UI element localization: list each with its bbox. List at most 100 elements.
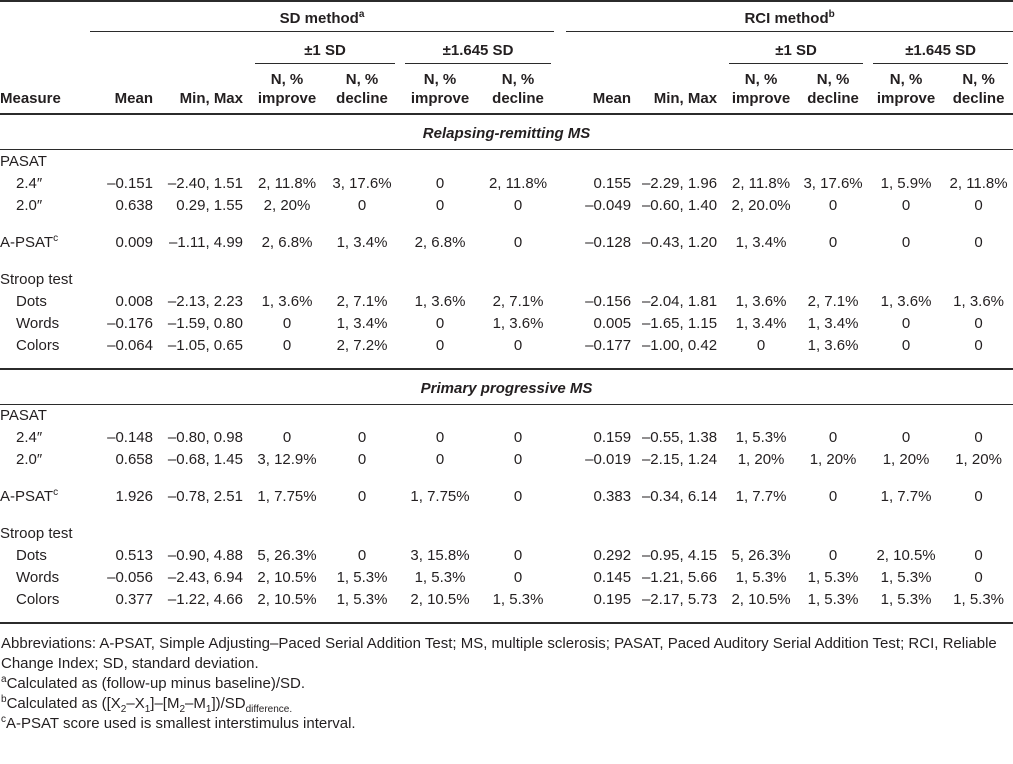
- sd-method-label: SD method: [279, 10, 359, 27]
- measure-label: Stroop test: [0, 270, 73, 288]
- cell-sd-mean: –0.064: [107, 336, 153, 354]
- cell-sd-minmax: –2.43, 6.94: [167, 569, 243, 586]
- measure-label: Words: [16, 314, 60, 332]
- col-header-measure: Measure: [0, 64, 88, 115]
- cell-rci-mean: –0.049: [585, 196, 632, 214]
- cell-rci-1sd-improve: 2, 10.5%: [731, 591, 791, 608]
- cell-rci-1sd-improve: 2, 20.0%: [731, 196, 791, 214]
- column-header-row: Measure Mean Min, Max N, % improve N, % de…: [0, 64, 1013, 115]
- footnote-marker-c: c: [53, 232, 59, 244]
- cell-sd-1sd-decline: 1, 5.3%: [336, 591, 388, 608]
- rci-1645sd-spanner: ±1.645 SD: [868, 32, 1013, 64]
- cell-rci-minmax: –2.15, 1.24: [641, 451, 718, 468]
- sd-1645sd-spanner: ±1.645 SD: [400, 32, 556, 64]
- cell-rci-1645-decline: 0: [974, 488, 983, 505]
- cell-rci-minmax: –0.43, 1.20: [641, 233, 718, 251]
- cell-sd-mean: 0.638: [115, 196, 153, 214]
- data-row: 2.4″ –0.148 –0.80, 0.98 0 0 0 0 0.159 –0.55, 1.3…: [0, 427, 1013, 449]
- footnotes: Abbreviations: A-PSAT, Simple Adjusting–…: [0, 624, 1013, 738]
- cell-rci-mean: 0.292: [593, 547, 632, 564]
- cell-sd-1sd-improve: 5, 26.3%: [257, 547, 317, 564]
- cell-rci-1sd-improve: 1, 5.3%: [735, 429, 787, 446]
- cell-rci-minmax: –2.17, 5.73: [641, 591, 718, 608]
- cell-sd-1645-decline: 0: [513, 547, 523, 564]
- cell-sd-1645-improve: 1, 5.3%: [414, 569, 466, 586]
- cell-sd-1645-improve: 0: [435, 336, 445, 354]
- col-header-mean: Mean: [88, 64, 160, 115]
- cell-rci-1645-decline: 0: [974, 547, 983, 564]
- cell-rci-mean: –0.177: [585, 336, 632, 354]
- cell-sd-1645-decline: 0: [513, 569, 523, 586]
- cell-rci-1sd-decline: 1, 20%: [809, 451, 857, 468]
- table-header: SD methoda RCI methodb ±1 SD ±1.645 SD ±…: [0, 1, 1013, 115]
- cell-rci-1sd-decline: 1, 3.6%: [807, 336, 859, 354]
- cell-rci-minmax: –0.95, 4.15: [641, 547, 718, 564]
- cell-sd-1sd-decline: 0: [357, 547, 367, 564]
- measure-label: 2.0″: [16, 451, 43, 468]
- cell-sd-mean: –0.176: [107, 314, 153, 332]
- section-title-row: Primary progressive MS: [0, 367, 1013, 405]
- cell-sd-1sd-decline: 1, 3.4%: [336, 314, 388, 332]
- cell-rci-1645-decline: 1, 20%: [955, 451, 1002, 468]
- cell-sd-1sd-decline: 1, 3.4%: [336, 233, 388, 251]
- col-header-improve: N, % improve: [400, 64, 480, 115]
- cell-rci-minmax: –1.65, 1.15: [641, 314, 718, 332]
- measure-label: 2.4″: [16, 429, 43, 446]
- cell-rci-minmax: –2.04, 1.81: [641, 292, 718, 310]
- cell-sd-1645-improve: 0: [435, 451, 445, 468]
- cell-sd-1645-decline: 2, 11.8%: [488, 174, 548, 192]
- cell-rci-1645-decline: 0: [974, 196, 983, 214]
- cell-sd-1sd-improve: 2, 11.8%: [257, 174, 317, 192]
- group-header-row: PASAT: [0, 150, 1013, 173]
- cell-sd-1sd-improve: 0: [282, 314, 292, 332]
- cell-rci-1645-improve: 0: [901, 314, 911, 332]
- cell-rci-mean: –0.019: [585, 451, 632, 468]
- measure-label: Colors: [16, 591, 60, 608]
- spacer-row: [0, 508, 1013, 523]
- empty-cell: [88, 523, 1013, 545]
- cell-sd-minmax: –0.90, 4.88: [167, 547, 243, 564]
- col-header-decline: N, % decline: [944, 64, 1013, 115]
- cell-rci-1sd-decline: 0: [828, 233, 838, 251]
- data-row: Colors –0.064 –1.05, 0.65 0 2, 7.2% 0 0 –0.177–…: [0, 334, 1013, 369]
- cell-sd-mean: 0.009: [115, 233, 153, 251]
- cell-rci-1sd-decline: 0: [828, 196, 838, 214]
- empty-cell: [88, 150, 1013, 173]
- footnote-a-text: Calculated as (follow-up minus baseline)…: [6, 675, 306, 692]
- data-row: Dots 0.513 –0.90, 4.88 5, 26.3% 0 3, 15.8% 0 0.…: [0, 545, 1013, 567]
- cell-sd-1645-decline: 0: [513, 233, 523, 251]
- footnote-b-marker: b: [1, 694, 7, 705]
- group-header-row: Stroop test: [0, 268, 1013, 290]
- col-header-mean: Mean: [556, 64, 637, 115]
- cell-sd-1645-improve: 0: [435, 429, 445, 446]
- footnote-c-marker: c: [1, 714, 6, 725]
- footnote-marker-b: b: [828, 9, 835, 20]
- cell-rci-1645-decline: 1, 5.3%: [953, 591, 1005, 608]
- spacer-cell: [0, 508, 1013, 523]
- col-header-decline: N, % decline: [324, 64, 400, 115]
- cell-sd-1sd-improve: 2, 20%: [263, 196, 311, 214]
- col-header-minmax: Min, Max: [636, 64, 725, 115]
- cell-rci-1sd-improve: 5, 26.3%: [731, 547, 791, 564]
- cell-rci-1645-improve: 0: [901, 336, 911, 354]
- data-row: 2.0″ 0.638 0.29, 1.55 2, 20% 0 0 0 –0.049 –0.60,…: [0, 194, 1013, 216]
- cell-rci-mean: 0.383: [593, 488, 632, 505]
- group-header-row: Stroop test: [0, 523, 1013, 545]
- measure-label: Stroop test: [0, 525, 73, 542]
- empty-cell: [88, 404, 1013, 427]
- cell-sd-1645-improve: 2, 10.5%: [410, 591, 470, 608]
- cell-rci-1645-decline: 1, 3.6%: [953, 292, 1005, 310]
- measure-label: A-PSATc: [0, 487, 59, 506]
- method-spanner-row: SD methoda RCI methodb: [0, 1, 1013, 32]
- cell-rci-1645-decline: 0: [974, 569, 983, 586]
- rci-method-spanner: RCI methodb: [556, 1, 1013, 32]
- data-row: 2.0″ 0.658 –0.68, 1.45 3, 12.9% 0 0 0 –0.019 –2.…: [0, 449, 1013, 471]
- cell-sd-1sd-decline: 0: [357, 488, 367, 505]
- empty-cell: [88, 268, 1013, 290]
- cell-rci-1645-improve: 1, 5.3%: [880, 591, 932, 608]
- measure-label: Dots: [16, 292, 47, 310]
- cell-rci-1645-decline: 0: [974, 314, 983, 332]
- cell-sd-minmax: –1.11, 4.99: [169, 233, 243, 251]
- group-header-row: PASAT: [0, 404, 1013, 427]
- sd-band-row: ±1 SD ±1.645 SD ±1 SD ±1.645 SD: [0, 32, 1013, 64]
